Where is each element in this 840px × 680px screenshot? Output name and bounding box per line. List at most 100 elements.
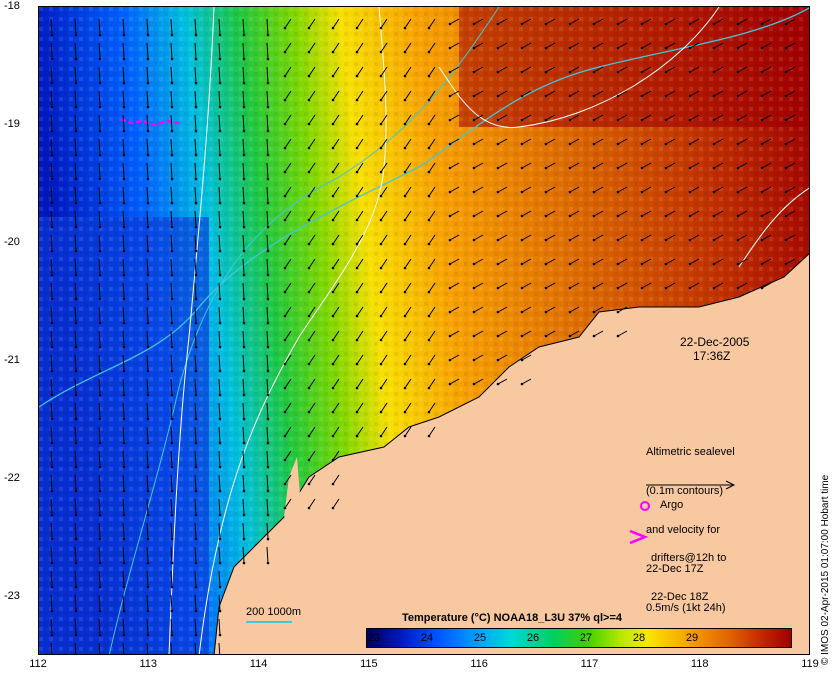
velocity-vector-head [688, 46, 692, 50]
velocity-vector [98, 162, 101, 180]
velocity-vector [356, 330, 364, 341]
date-label: 22-Dec-2005 [680, 335, 750, 349]
velocity-vector-head [448, 262, 452, 266]
velocity-vector [569, 258, 580, 265]
velocity-vector-head [403, 410, 407, 414]
velocity-vector-head [736, 118, 740, 122]
velocity-vector-head [520, 190, 524, 194]
velocity-vector-head [496, 358, 500, 362]
velocity-vector-head [266, 297, 270, 301]
velocity-vector [497, 354, 508, 361]
velocity-vector [98, 258, 101, 276]
velocity-vector-head [74, 513, 78, 517]
colorbar-tick-label: 23 [367, 632, 381, 644]
velocity-vector [593, 330, 604, 337]
velocity-vector [404, 90, 412, 101]
velocity-vector [242, 522, 245, 540]
velocity-vector-head [448, 310, 452, 314]
velocity-vector-head [146, 585, 150, 589]
velocity-vector [98, 354, 101, 372]
velocity-vector-head [355, 26, 359, 30]
velocity-vector-head [98, 33, 102, 37]
velocity-vector [617, 282, 628, 289]
velocity-vector-head [146, 297, 150, 301]
velocity-vector-head [664, 22, 668, 26]
velocity-vector-head [712, 286, 716, 290]
velocity-vector [122, 474, 125, 492]
velocity-vector-head [403, 386, 407, 390]
velocity-vector-head [170, 81, 174, 85]
velocity-vector-head [616, 262, 620, 266]
velocity-vector [785, 234, 796, 241]
velocity-vector [404, 210, 412, 221]
velocity-vector-head [448, 214, 452, 218]
velocity-vector [50, 642, 53, 654]
velocity-vector-head [50, 633, 54, 637]
velocity-vector-head [640, 214, 644, 218]
velocity-vector-head [331, 26, 335, 30]
velocity-vector-head [664, 286, 668, 290]
velocity-vector [170, 330, 173, 348]
velocity-vector [473, 306, 484, 313]
velocity-vector-head [616, 334, 620, 338]
velocity-vector [473, 138, 484, 145]
velocity-vector-head [520, 238, 524, 242]
velocity-vector [641, 162, 652, 169]
velocity-vector [284, 474, 292, 485]
velocity-vector [170, 186, 173, 204]
velocity-vector-head [218, 321, 222, 325]
velocity-vector [641, 42, 652, 49]
x-tick-label: 118 [690, 658, 709, 670]
velocity-vector [50, 90, 53, 108]
velocity-vector [74, 642, 77, 654]
velocity-vector [497, 114, 508, 121]
velocity-vector [497, 18, 508, 25]
velocity-vector [266, 378, 269, 396]
velocity-vector [122, 90, 125, 108]
velocity-vector-head [784, 22, 788, 26]
velocity-vector-head [74, 489, 78, 493]
velocity-vector [170, 642, 173, 654]
velocity-vector [308, 354, 316, 365]
velocity-vector-head [496, 286, 500, 290]
velocity-vector-head [50, 561, 54, 565]
velocity-vector [473, 186, 484, 193]
velocity-vector [737, 66, 748, 73]
velocity-vector [266, 426, 269, 444]
velocity-vector-head [146, 321, 150, 325]
velocity-vector-head [427, 74, 431, 78]
velocity-vector [308, 90, 316, 101]
velocity-vector-head [218, 633, 222, 637]
velocity-vector [146, 162, 149, 180]
velocity-vector-head [379, 338, 383, 342]
velocity-vector [218, 594, 221, 612]
sst-map[interactable] [38, 6, 810, 655]
velocity-vector-head [98, 441, 102, 445]
velocity-vector [473, 282, 484, 289]
velocity-vector [218, 498, 221, 516]
velocity-vector-head [266, 489, 270, 493]
velocity-vector-head [98, 129, 102, 133]
velocity-vector [170, 66, 173, 84]
velocity-vector [404, 258, 412, 269]
velocity-vector-head [379, 170, 383, 174]
velocity-vector [170, 354, 173, 372]
velocity-vector [98, 474, 101, 492]
velocity-vector [356, 42, 364, 53]
velocity-vector [356, 90, 364, 101]
velocity-vector-head [74, 177, 78, 181]
velocity-vector [713, 282, 724, 289]
velocity-vector-head [427, 434, 431, 438]
velocity-vector-head [544, 190, 548, 194]
velocity-vector-head [688, 142, 692, 146]
velocity-vector [74, 546, 77, 564]
velocity-vector-head [760, 262, 764, 266]
velocity-vector-head [520, 166, 524, 170]
argo-marker-icon [640, 501, 650, 511]
velocity-vector [242, 354, 245, 372]
velocity-vector-head [379, 266, 383, 270]
velocity-vector-head [355, 170, 359, 174]
velocity-vector-head [403, 146, 407, 150]
velocity-vector-head [170, 57, 174, 61]
velocity-vector [380, 162, 388, 173]
